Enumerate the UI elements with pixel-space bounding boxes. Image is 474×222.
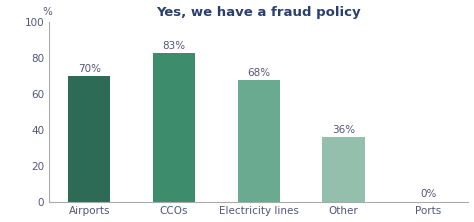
Text: 36%: 36% bbox=[332, 125, 355, 135]
Bar bbox=[322, 137, 365, 202]
Bar bbox=[153, 53, 195, 202]
Bar bbox=[68, 76, 110, 202]
Text: %: % bbox=[42, 7, 52, 17]
Text: 0%: 0% bbox=[420, 189, 437, 199]
Bar bbox=[237, 80, 280, 202]
Text: 83%: 83% bbox=[163, 41, 185, 51]
Title: Yes, we have a fraud policy: Yes, we have a fraud policy bbox=[156, 6, 361, 19]
Text: 70%: 70% bbox=[78, 64, 101, 74]
Text: 68%: 68% bbox=[247, 68, 270, 78]
